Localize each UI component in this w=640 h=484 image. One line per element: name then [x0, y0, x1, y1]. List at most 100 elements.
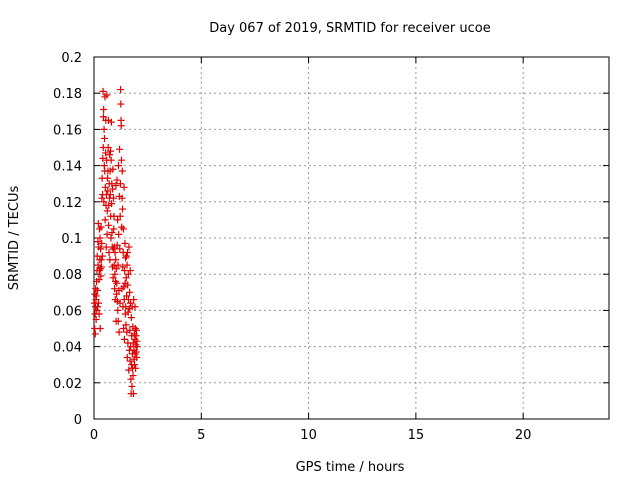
- data-point: [108, 180, 116, 188]
- y-tick-label: 0.06: [53, 304, 82, 319]
- data-point: [128, 382, 136, 390]
- data-point: [107, 156, 115, 164]
- data-point: [124, 270, 132, 278]
- data-point: [106, 191, 114, 199]
- data-point: [123, 353, 131, 361]
- data-point: [113, 241, 121, 249]
- axis-ticks: 0 5 10 15 20 0 0.02 0.04 0.06 0.08 0.1 0.12 0.14 0.16…: [53, 51, 609, 443]
- data-point: [127, 375, 135, 383]
- data-point: [116, 299, 124, 307]
- data-point: [93, 306, 101, 314]
- data-point: [133, 353, 141, 361]
- data-point: [127, 343, 135, 351]
- data-point: [114, 306, 122, 314]
- data-point: [114, 261, 122, 269]
- y-tick-label: 0: [74, 413, 82, 428]
- data-point: [114, 216, 122, 224]
- data-point: [120, 183, 128, 191]
- data-point: [99, 154, 107, 162]
- data-point: [117, 86, 125, 94]
- data-point: [115, 230, 123, 238]
- x-tick-label: 15: [408, 428, 425, 443]
- data-point: [104, 144, 112, 151]
- data-point: [108, 229, 116, 237]
- data-point: [119, 263, 127, 271]
- data-point: [94, 303, 102, 311]
- data-point: [109, 274, 117, 282]
- data-point: [124, 308, 132, 316]
- data-point: [105, 221, 113, 229]
- data-point: [125, 243, 133, 251]
- data-point: [121, 239, 129, 247]
- data-point: [130, 296, 138, 304]
- data-point: [104, 187, 112, 195]
- data-point: [92, 285, 100, 293]
- data-point: [131, 303, 139, 311]
- data-point: [123, 292, 131, 300]
- data-point: [110, 212, 118, 220]
- data-point: [107, 118, 115, 126]
- data-point: [103, 230, 111, 238]
- data-point: [126, 326, 134, 334]
- data-point: [117, 156, 125, 164]
- y-tick-label: 0.14: [53, 160, 82, 175]
- data-point: [95, 299, 103, 307]
- data-point: [118, 167, 126, 175]
- data-point: [92, 292, 100, 300]
- data-point: [110, 194, 118, 202]
- data-point: [102, 149, 110, 157]
- data-point: [101, 216, 109, 224]
- data-point: [132, 364, 140, 372]
- y-tick-label: 0.2: [61, 51, 82, 66]
- data-point: [100, 105, 108, 113]
- data-point: [109, 185, 117, 193]
- data-point: [94, 220, 102, 228]
- data-point: [98, 263, 106, 271]
- data-point: [109, 165, 117, 173]
- data-point: [117, 122, 125, 130]
- data-point: [95, 310, 103, 318]
- data-point: [109, 245, 117, 253]
- y-tick-label: 0.02: [53, 377, 82, 392]
- data-point: [104, 174, 112, 182]
- data-point: [125, 366, 133, 374]
- data-point: [111, 285, 119, 293]
- data-point: [96, 225, 104, 233]
- data-point: [124, 281, 132, 289]
- data-point: [113, 176, 121, 184]
- data-point: [97, 256, 105, 264]
- data-point: [120, 325, 128, 332]
- data-point: [101, 183, 109, 191]
- data-point: [116, 245, 124, 253]
- y-tick-label: 0.12: [53, 196, 82, 211]
- plot-frame: [93, 56, 610, 420]
- data-point: [129, 390, 137, 398]
- data-point: [123, 248, 131, 256]
- data-point: [111, 270, 119, 278]
- x-tick-label: 0: [90, 428, 98, 443]
- data-point: [127, 314, 135, 322]
- data-point: [116, 180, 124, 188]
- data-point: [103, 91, 111, 99]
- data-point: [97, 272, 105, 280]
- data-point: [98, 239, 106, 247]
- data-point: [119, 225, 127, 233]
- y-tick-label: 0.08: [53, 268, 82, 283]
- data-point: [97, 223, 105, 231]
- data-point: [117, 100, 125, 108]
- x-tick-label: 10: [300, 428, 317, 443]
- data-point: [108, 263, 116, 271]
- y-tick-label: 0.16: [53, 123, 82, 138]
- data-point: [91, 330, 99, 338]
- data-point: [100, 198, 108, 206]
- data-point: [113, 279, 121, 287]
- data-point: [126, 357, 134, 365]
- data-point: [103, 207, 111, 215]
- data-point: [101, 134, 109, 142]
- data-point: [112, 182, 120, 190]
- data-point: [110, 225, 118, 233]
- chart-title: Day 067 of 2019, SRMTID for receiver uco…: [209, 21, 491, 36]
- data-point: [96, 234, 104, 242]
- data-point: [100, 125, 108, 133]
